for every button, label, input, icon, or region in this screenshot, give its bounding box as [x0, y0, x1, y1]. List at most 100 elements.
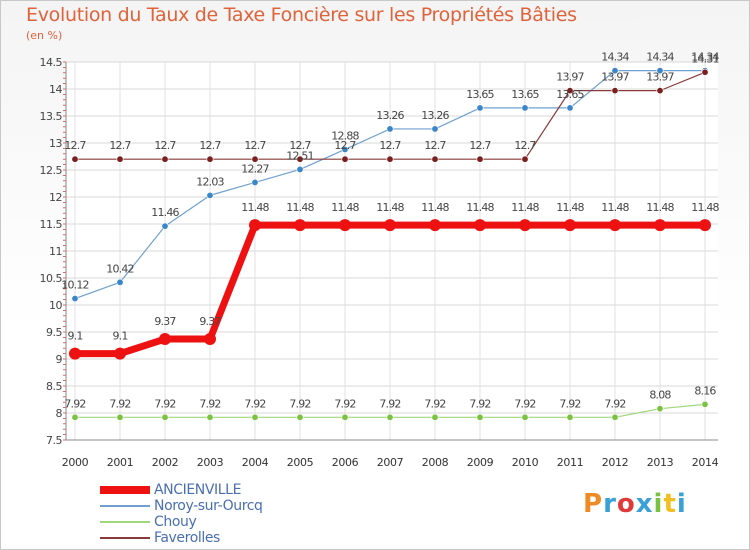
x-tick-label: 2004	[242, 456, 269, 469]
data-label: 11.48	[511, 201, 539, 214]
logo-letter: x	[635, 489, 654, 519]
legend-label: ANCIENVILLE	[154, 482, 242, 498]
y-tick-label: 7.5	[46, 434, 62, 447]
data-label: 11.48	[241, 201, 269, 214]
data-point	[296, 413, 304, 421]
legend-item: Faverolles	[100, 530, 263, 546]
legend-label: Noroy-sur-Ourcq	[154, 498, 263, 514]
data-label: 7.92	[109, 397, 130, 410]
data-label: 12.51	[286, 149, 314, 162]
data-label: 12.7	[469, 139, 491, 152]
data-point	[611, 413, 619, 421]
data-label: 11.48	[466, 201, 494, 214]
logo-letter: P	[583, 489, 604, 519]
data-point	[159, 333, 171, 346]
legend-label: Chouy	[154, 514, 197, 530]
data-point	[656, 405, 664, 413]
data-label: 12.7	[514, 139, 536, 152]
x-tick-label: 2012	[602, 456, 628, 469]
data-label: 11.48	[376, 201, 404, 214]
data-point	[206, 413, 214, 421]
data-point	[341, 145, 349, 153]
data-point	[386, 413, 394, 421]
legend-item: Noroy-sur-Ourcq	[100, 498, 263, 514]
data-point	[251, 155, 259, 163]
data-label: 14.34	[646, 51, 674, 64]
data-point	[206, 155, 214, 163]
data-point	[521, 155, 529, 163]
data-label: 7.92	[289, 397, 310, 410]
y-tick-label: 11.5	[40, 218, 63, 231]
data-label: 11.48	[646, 201, 674, 214]
data-point	[71, 413, 79, 421]
data-point	[161, 222, 169, 230]
data-point	[251, 413, 259, 421]
data-label: 13.26	[376, 109, 404, 122]
data-label: 13.97	[601, 71, 629, 84]
data-point	[386, 125, 394, 133]
y-tick-label: 9.5	[46, 326, 62, 339]
y-tick-label: 9	[56, 353, 63, 366]
data-point	[521, 413, 529, 421]
data-label: 13.26	[421, 109, 449, 122]
legend-swatch-faverolles	[100, 537, 150, 539]
data-point	[566, 104, 574, 112]
data-label: 13.65	[511, 88, 539, 101]
x-tick-label: 2014	[692, 456, 719, 469]
logo-letter: o	[616, 489, 636, 519]
data-label: 14.31	[691, 52, 719, 65]
data-point	[566, 413, 574, 421]
data-label: 11.48	[691, 201, 719, 214]
data-label: 12.7	[424, 139, 446, 152]
logo-letter: i	[676, 489, 687, 519]
data-label: 13.97	[646, 71, 674, 84]
data-point	[296, 155, 304, 163]
data-label: 13.65	[556, 88, 584, 101]
data-point	[431, 413, 439, 421]
data-point	[116, 278, 124, 286]
data-point	[384, 219, 396, 232]
logo-letter: r	[603, 489, 617, 519]
data-label: 11.48	[331, 201, 359, 214]
data-point	[251, 178, 259, 186]
data-label: 8.16	[694, 384, 716, 397]
data-point	[611, 67, 619, 75]
data-point	[161, 413, 169, 421]
data-point	[476, 155, 484, 163]
data-label: 12.27	[241, 162, 269, 175]
data-label: 7.92	[199, 397, 220, 410]
data-label: 10.12	[61, 279, 89, 292]
data-label: 12.03	[196, 175, 224, 188]
data-label: 14.34	[601, 51, 629, 64]
data-label: 13.97	[556, 71, 584, 84]
data-label: 7.92	[334, 397, 355, 410]
data-label: 7.92	[514, 397, 535, 410]
data-label: 12.88	[331, 129, 359, 142]
y-tick-label: 13.5	[40, 110, 63, 123]
y-tick-label: 14	[49, 83, 62, 96]
chart-title: Evolution du Taux de Taxe Foncière sur l…	[26, 4, 577, 26]
unit-label: (en %)	[26, 29, 63, 42]
data-label: 10.42	[106, 262, 134, 275]
data-point	[476, 413, 484, 421]
legend-item: ANCIENVILLE	[100, 482, 263, 498]
data-point	[161, 155, 169, 163]
legend-swatch-noroy	[100, 505, 150, 507]
data-point	[116, 413, 124, 421]
x-tick-label: 2000	[62, 456, 89, 469]
data-point	[249, 219, 261, 232]
x-tick-label: 2013	[647, 456, 674, 469]
y-tick-label: 10	[49, 299, 62, 312]
data-label: 12.7	[64, 139, 86, 152]
data-point	[69, 347, 81, 360]
data-point	[701, 400, 709, 408]
data-label: 11.48	[421, 201, 449, 214]
logo-letter: t	[663, 489, 677, 519]
y-tick-label: 14.5	[40, 56, 63, 69]
data-point	[204, 333, 216, 346]
x-tick-label: 2010	[512, 456, 539, 469]
data-label: 14.34	[691, 51, 719, 64]
data-point	[431, 155, 439, 163]
data-label: 7.92	[424, 397, 445, 410]
data-label: 7.92	[154, 397, 175, 410]
